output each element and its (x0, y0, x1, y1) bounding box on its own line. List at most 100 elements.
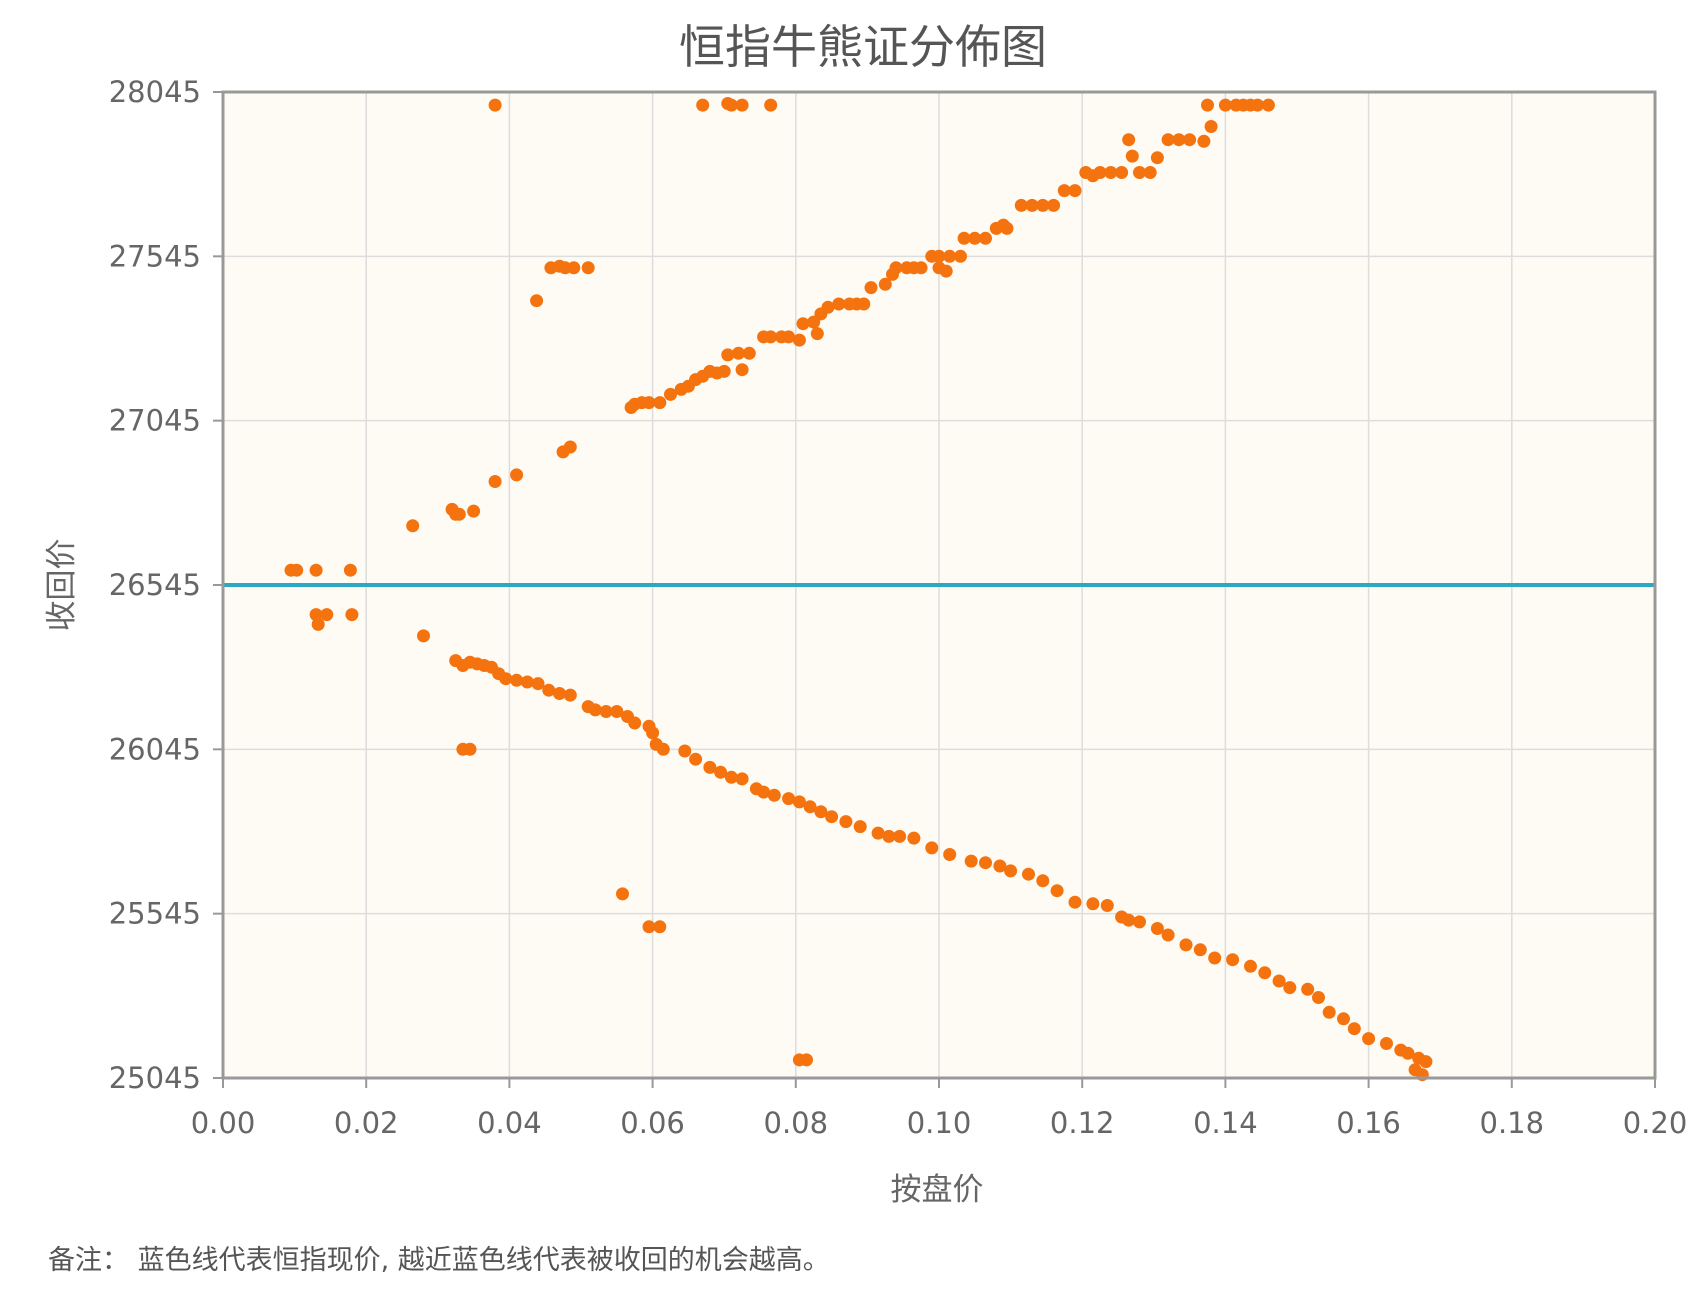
data-point (932, 249, 946, 263)
x-tick-label: 0.04 (477, 1106, 542, 1140)
y-tick-label: 27045 (109, 404, 201, 438)
data-point (757, 785, 771, 799)
data-point (567, 261, 581, 275)
data-point (656, 742, 670, 756)
data-point (803, 800, 817, 814)
data-point (696, 98, 710, 112)
data-point (767, 788, 781, 802)
data-point (406, 519, 420, 533)
data-point (907, 831, 921, 845)
data-point (1179, 938, 1193, 952)
x-tick-label: 0.20 (1623, 1106, 1688, 1140)
data-point (735, 98, 749, 112)
data-point (452, 507, 466, 521)
data-point (1251, 98, 1265, 112)
data-point (488, 475, 502, 488)
data-point (311, 617, 325, 631)
data-point (1244, 959, 1257, 973)
data-point (839, 815, 853, 829)
data-point (735, 363, 749, 377)
data-point (993, 859, 1007, 873)
data-point (1057, 184, 1071, 198)
data-point (1258, 966, 1272, 980)
data-point (721, 348, 735, 362)
data-point (1122, 133, 1136, 147)
data-point (417, 629, 430, 643)
data-point (1161, 928, 1175, 942)
data-point (1125, 149, 1139, 163)
data-point (1226, 953, 1240, 967)
data-point (510, 673, 524, 687)
data-point (1197, 134, 1211, 148)
x-tick-label: 0.10 (907, 1106, 972, 1140)
data-point (979, 856, 992, 870)
data-point (782, 792, 796, 806)
data-point (821, 300, 835, 314)
data-point (796, 317, 810, 331)
data-point (717, 364, 731, 378)
data-point (653, 396, 667, 410)
data-point (653, 920, 667, 934)
data-point (628, 716, 642, 730)
data-point (1150, 151, 1164, 165)
data-point (825, 810, 839, 824)
data-point (914, 261, 928, 275)
data-point (1004, 864, 1018, 878)
y-axis-tick-labels: 25045 25545 26045 26545 27045 27545 28045 (109, 75, 201, 1095)
data-point (979, 231, 992, 245)
data-point (1068, 184, 1082, 198)
y-tick-label: 28045 (109, 75, 201, 109)
data-point (1312, 991, 1325, 1004)
data-point (581, 261, 595, 275)
data-point (939, 264, 953, 278)
x-tick-label: 0.08 (764, 1106, 829, 1140)
data-point (664, 387, 677, 401)
x-axis-tick-labels: 0.00 0.02 0.04 0.06 0.08 0.10 0.12 0.14 0.16 0.18… (191, 1106, 1688, 1140)
x-tick-label: 0.12 (1050, 1106, 1115, 1140)
x-tick-label: 0.06 (620, 1106, 685, 1140)
data-point (742, 346, 756, 360)
data-point (732, 346, 745, 360)
data-point (343, 563, 357, 577)
data-point (642, 396, 656, 410)
data-point (1183, 133, 1197, 147)
data-point (853, 820, 867, 834)
data-point (1086, 897, 1100, 911)
x-tick-label: 0.16 (1336, 1106, 1401, 1140)
data-point (1301, 982, 1315, 996)
data-point (1401, 1046, 1415, 1060)
data-point (463, 742, 477, 756)
data-point (1272, 974, 1286, 988)
data-point (610, 705, 624, 718)
data-point (1133, 915, 1146, 929)
data-point (520, 675, 534, 689)
data-point (646, 726, 660, 740)
data-point (735, 772, 749, 786)
y-tick-label: 26545 (109, 568, 201, 602)
data-point (882, 829, 896, 843)
data-point (320, 608, 334, 622)
x-tick-label: 0.00 (191, 1106, 256, 1140)
data-point (1193, 943, 1207, 957)
data-point (954, 249, 967, 263)
x-tick-label: 0.18 (1480, 1106, 1545, 1140)
data-point (467, 504, 481, 518)
data-point (588, 703, 602, 717)
data-point (499, 672, 513, 686)
data-point (542, 683, 556, 697)
data-point (925, 841, 939, 855)
data-point (957, 231, 971, 245)
data-point (599, 705, 613, 718)
data-point (1093, 166, 1107, 179)
data-point (943, 249, 957, 263)
data-point (724, 770, 738, 784)
data-point (642, 920, 656, 934)
data-point (964, 854, 978, 868)
data-point (1133, 166, 1146, 179)
data-point (1322, 1005, 1336, 1019)
data-point (968, 231, 982, 245)
data-point (764, 330, 778, 344)
data-point (290, 563, 304, 577)
data-point (1172, 133, 1186, 147)
data-point (724, 98, 738, 112)
